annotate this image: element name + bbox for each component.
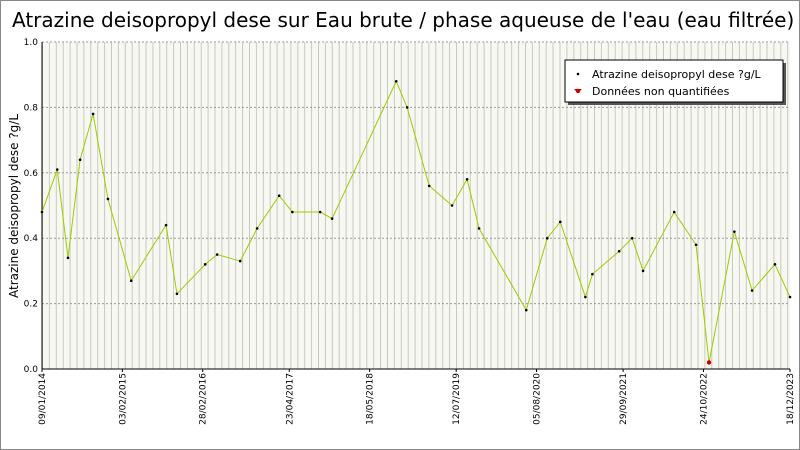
- data-point: [106, 197, 110, 201]
- data-point: [558, 220, 562, 224]
- y-tick-label: 0.2: [24, 300, 38, 310]
- chart-title: Atrazine deisopropyl dese sur Eau brute …: [12, 8, 794, 32]
- data-point: [672, 210, 676, 214]
- legend-box: [564, 59, 784, 103]
- y-tick-label: 0.8: [24, 103, 39, 113]
- data-point: [706, 360, 712, 365]
- legend-marker-tri: [574, 89, 582, 93]
- data-point: [545, 236, 549, 240]
- data-point: [630, 236, 634, 240]
- data-point: [617, 249, 621, 253]
- y-tick-label: 0.0: [24, 365, 39, 375]
- data-point: [477, 227, 481, 230]
- x-tick-label: 18/12/2023: [786, 373, 796, 425]
- data-point: [394, 79, 398, 83]
- x-tick-label: 12/07/2019: [452, 373, 462, 425]
- y-tick-label: 0.6: [24, 169, 39, 179]
- data-point: [277, 194, 281, 197]
- data-point: [291, 210, 294, 214]
- y-tick-label: 0.4: [24, 234, 39, 244]
- data-point: [203, 263, 207, 266]
- x-tick-label: 09/01/2014: [38, 373, 48, 425]
- data-point: [78, 158, 82, 162]
- data-point: [164, 223, 168, 227]
- legend-marker: [576, 72, 580, 76]
- series-line: [41, 80, 791, 363]
- data-point: [591, 272, 594, 276]
- data-point: [788, 295, 792, 299]
- data-point: [524, 308, 528, 312]
- data-point: [694, 243, 698, 247]
- data-point: [641, 269, 645, 273]
- y-tick-label: 1.0: [24, 38, 39, 48]
- x-tick-label: 28/02/2016: [199, 373, 209, 425]
- data-point: [773, 263, 777, 266]
- x-tick-label: 23/04/2017: [285, 373, 295, 425]
- data-point: [175, 292, 179, 296]
- data-point: [450, 204, 454, 207]
- data-point: [215, 253, 219, 256]
- data-point: [129, 279, 133, 283]
- x-tick-label: 03/02/2015: [118, 373, 128, 425]
- legend-label: Données non quantifiées: [592, 85, 730, 98]
- data-point: [427, 184, 431, 188]
- data-point: [584, 295, 587, 299]
- data-point: [733, 230, 736, 233]
- data-point: [66, 256, 70, 260]
- data-point: [330, 217, 334, 220]
- data-point: [465, 178, 469, 181]
- data-point: [750, 289, 754, 292]
- y-axis-label: Atrazine deisopropyl dese ?g/L: [7, 114, 21, 298]
- data-point: [405, 106, 409, 109]
- legend: Atrazine deisopropyl dese ?g/L Données no…: [564, 59, 786, 105]
- data-point: [40, 210, 44, 214]
- data-point: [318, 210, 322, 214]
- x-tick-label: 18/05/2018: [366, 373, 376, 425]
- data-point: [255, 227, 259, 230]
- data-point: [91, 112, 95, 116]
- data-point: [238, 259, 242, 263]
- legend-label: Atrazine deisopropyl dese ?g/L: [592, 68, 762, 81]
- data-point: [55, 168, 59, 171]
- x-tick-label: 05/08/2020: [533, 373, 543, 425]
- x-tick-label: 24/10/2022: [699, 373, 709, 425]
- x-tick-label: 29/09/2021: [619, 373, 629, 425]
